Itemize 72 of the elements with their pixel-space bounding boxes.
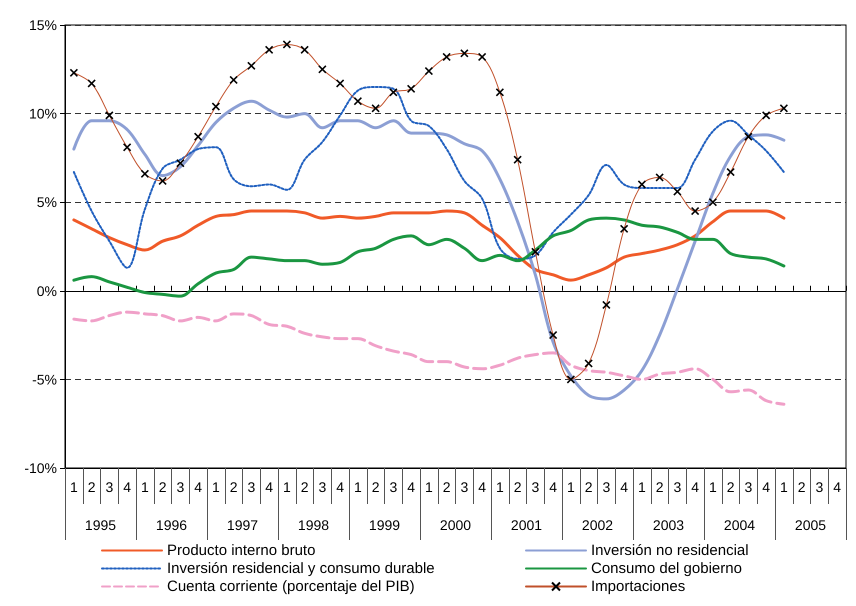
y-tick-label: -10% bbox=[24, 460, 57, 476]
y-tick-label: 10% bbox=[28, 106, 57, 122]
y-tick-label: 15% bbox=[28, 17, 57, 33]
text: 1996 bbox=[156, 517, 188, 533]
x-tick-label: 2 bbox=[584, 479, 593, 495]
x-tick-label: 3 bbox=[744, 479, 752, 495]
x-tick-label: 2 bbox=[230, 479, 238, 495]
legend-label: Inversión no residencial bbox=[591, 542, 749, 559]
x-tick-label: 3 bbox=[815, 479, 824, 495]
x-tick-label: 4 bbox=[336, 479, 344, 495]
x-tick-label: 4 bbox=[123, 479, 132, 495]
x-tick-label: 1 bbox=[354, 479, 362, 495]
x-tick-label: 4 bbox=[265, 479, 274, 495]
x-tick-label: 3 bbox=[318, 479, 326, 495]
text: 2004 bbox=[724, 517, 756, 533]
legend-label: Inversión residencial y consumo durable bbox=[167, 560, 435, 577]
x-tick-label: 3 bbox=[389, 479, 398, 495]
x-tick-label: 3 bbox=[247, 479, 256, 495]
x-tick-label: 4 bbox=[407, 479, 416, 495]
text: 2000 bbox=[440, 517, 472, 533]
x-tick-label: 1 bbox=[424, 479, 433, 495]
x-tick-label: 2 bbox=[798, 479, 806, 495]
x-tick-label: 4 bbox=[691, 479, 700, 495]
x-tick-label: 3 bbox=[602, 479, 610, 495]
text: 2003 bbox=[652, 517, 684, 533]
y-tick-label: -5% bbox=[32, 371, 57, 388]
x-tick-label: 1 bbox=[282, 479, 291, 495]
x-tick-label: 2 bbox=[372, 479, 380, 495]
x-tick-label: 1 bbox=[708, 479, 717, 495]
legend-label: Producto interno bruto bbox=[167, 542, 316, 559]
x-tick-label: 3 bbox=[460, 479, 468, 495]
x-tick-label: 2 bbox=[158, 479, 167, 495]
line-series bbox=[72, 210, 786, 282]
x-tick-label: 1 bbox=[212, 479, 220, 495]
x-tick-label: 3 bbox=[176, 479, 184, 495]
x-tick-label: 1 bbox=[140, 479, 149, 495]
legend-label: Importaciones bbox=[591, 578, 686, 595]
line-series bbox=[72, 100, 786, 400]
x-tick-label: 4 bbox=[478, 479, 486, 495]
x-tick-label: 2 bbox=[514, 479, 522, 495]
text: 2002 bbox=[582, 517, 614, 533]
x-tick-label: 4 bbox=[620, 479, 628, 495]
line-series bbox=[72, 216, 786, 298]
x-tick-label: 2 bbox=[442, 479, 451, 495]
x-tick-label: 1 bbox=[566, 479, 575, 495]
x-tick-label: 3 bbox=[531, 479, 540, 495]
x-tick-label: 2 bbox=[726, 479, 735, 495]
x-tick-label: 4 bbox=[833, 479, 842, 495]
legend-label: Consumo del gobierno bbox=[591, 560, 742, 577]
legend-label: Cuenta corriente (porcentaje del PIB) bbox=[167, 578, 415, 595]
x-tick-label: 1 bbox=[496, 479, 504, 495]
y-tick-label: 5% bbox=[36, 194, 57, 210]
x-tick-label: 2 bbox=[300, 479, 309, 495]
x-tick-label: 1 bbox=[638, 479, 646, 495]
text: 1999 bbox=[368, 517, 400, 533]
x-tick-label: 4 bbox=[194, 479, 202, 495]
x-tick-label: 2 bbox=[656, 479, 664, 495]
text: 2005 bbox=[794, 517, 826, 533]
x-tick-label: 3 bbox=[105, 479, 114, 495]
line-series bbox=[72, 86, 785, 269]
text: 1995 bbox=[84, 517, 116, 533]
line-series bbox=[72, 310, 786, 406]
text: 1997 bbox=[226, 517, 258, 533]
text: 1998 bbox=[298, 517, 330, 533]
x-tick-label: 2 bbox=[88, 479, 96, 495]
text: 2001 bbox=[510, 517, 542, 533]
x-tick-label: 3 bbox=[673, 479, 682, 495]
x-tick-label: 4 bbox=[762, 479, 770, 495]
y-tick-label: 0% bbox=[36, 282, 57, 299]
x-tick-label: 1 bbox=[70, 479, 78, 495]
x-tick-label: 1 bbox=[780, 479, 788, 495]
x-tick-label: 4 bbox=[549, 479, 558, 495]
